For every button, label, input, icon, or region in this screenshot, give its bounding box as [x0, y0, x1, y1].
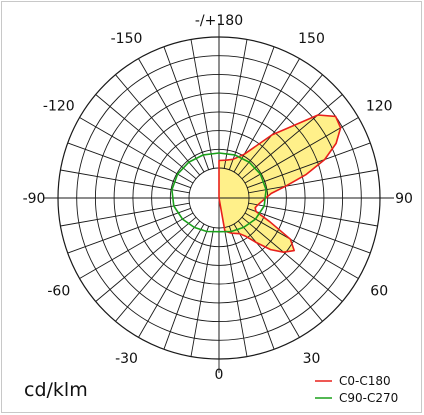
angle-label-7: -30: [115, 351, 138, 367]
grid-spoke: [223, 39, 248, 169]
angle-label-4: 60: [370, 284, 388, 300]
series-fill-0: [219, 115, 341, 253]
legend-label-0: C0-C180: [339, 374, 391, 388]
angle-label-0: -/+180: [195, 13, 243, 29]
grid-spoke: [115, 74, 201, 176]
series-line-1: [171, 152, 267, 233]
legend-label-1: C90-C270: [339, 391, 398, 405]
grid-spoke: [223, 227, 248, 357]
angle-label-1: 150: [298, 31, 325, 47]
grid-spoke: [60, 169, 190, 194]
angle-label-5: 30: [303, 351, 321, 367]
grid-spoke: [67, 207, 191, 254]
grid-spoke: [241, 216, 343, 302]
grid-spoke: [248, 202, 378, 227]
grid-spoke: [95, 216, 197, 302]
angle-label-6: 0: [215, 367, 224, 383]
grid-spoke: [60, 202, 190, 227]
angle-label-10: -120: [43, 99, 75, 115]
grid-spoke: [237, 220, 323, 322]
grid-spoke: [190, 39, 215, 169]
grid-spoke: [247, 207, 371, 254]
angle-label-11: -150: [111, 31, 143, 47]
grid-spoke: [233, 223, 300, 338]
grid-spoke: [228, 46, 275, 170]
grid-spoke: [115, 220, 201, 322]
grid-spoke: [79, 212, 194, 279]
angle-label-2: 120: [366, 99, 393, 115]
grid-spoke: [241, 94, 343, 180]
grid-spoke: [95, 94, 197, 180]
grid-spoke: [237, 74, 323, 176]
angle-label-8: -60: [47, 284, 70, 300]
unit-label: cd/klm: [24, 379, 88, 401]
grid-spoke: [247, 142, 371, 189]
grid-spoke: [244, 117, 359, 184]
grid-spoke: [79, 117, 194, 184]
grid-spoke: [67, 142, 191, 189]
angle-label-3: 90: [395, 191, 413, 207]
grid-spoke: [163, 46, 210, 170]
grid-spoke: [244, 212, 359, 279]
grid-spoke: [248, 169, 378, 194]
grid-spoke: [138, 223, 205, 338]
grid-spoke: [228, 226, 275, 350]
angle-label-9: -90: [23, 191, 46, 207]
grid-spoke: [190, 227, 215, 357]
grid-spoke: [163, 226, 210, 350]
grid-spoke: [138, 58, 205, 173]
